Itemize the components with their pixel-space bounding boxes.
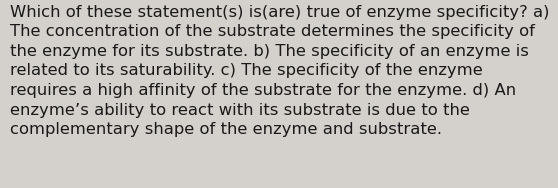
Text: Which of these statement(s) is(are) true of enzyme specificity? a)
The concentra: Which of these statement(s) is(are) true… [10, 5, 550, 137]
